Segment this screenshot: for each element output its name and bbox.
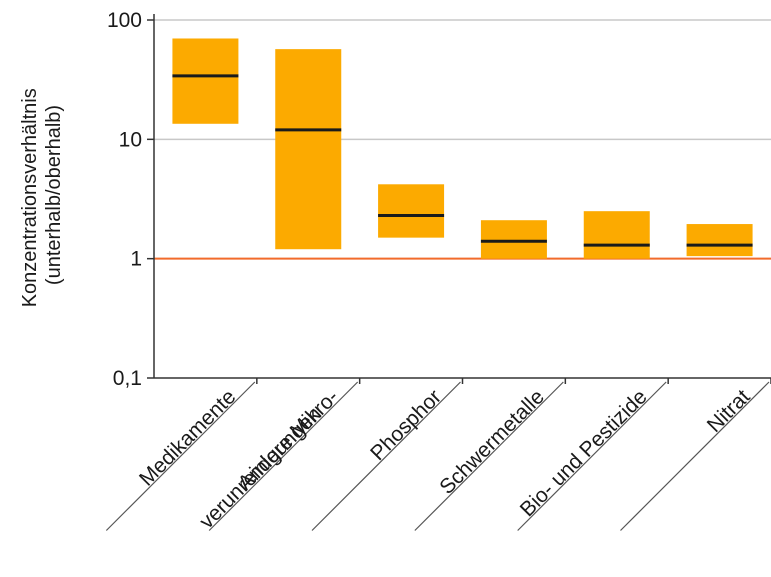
range-box <box>275 49 342 250</box>
y-tick-label: 10 <box>119 128 142 151</box>
y-tick-label: 100 <box>107 9 142 32</box>
y-tick-labels: 100 10 1 0,1 <box>107 9 142 390</box>
range-box <box>583 211 650 259</box>
x-tick-label: Schwermetalle <box>435 385 549 499</box>
x-tick-label: Nitrat <box>703 385 755 437</box>
category-underline <box>105 381 256 531</box>
range-box <box>378 184 445 238</box>
y-tick-label: 0,1 <box>113 367 142 390</box>
range-box <box>480 220 547 259</box>
axes <box>105 14 771 531</box>
y-axis-label-line-2: (unterhalb/oberhalb) <box>43 105 65 285</box>
category-underline <box>414 381 564 531</box>
category-underline <box>311 381 461 531</box>
category-underline <box>208 381 359 531</box>
gridlines <box>154 19 771 260</box>
range-box <box>172 38 239 124</box>
y-tick-label: 1 <box>130 248 142 271</box>
range-box <box>686 224 753 257</box>
x-tick-label: Phosphor <box>366 385 446 465</box>
boxes <box>172 38 753 259</box>
y-axis-label: Konzentrationsverhältnis (unterhalb/ober… <box>19 83 65 308</box>
y-axis-label-line-1: Konzentrationsverhältnis <box>19 88 41 307</box>
x-tick-label: Medikamente <box>135 385 240 490</box>
category-underline <box>517 381 667 531</box>
category-underline <box>620 381 770 531</box>
